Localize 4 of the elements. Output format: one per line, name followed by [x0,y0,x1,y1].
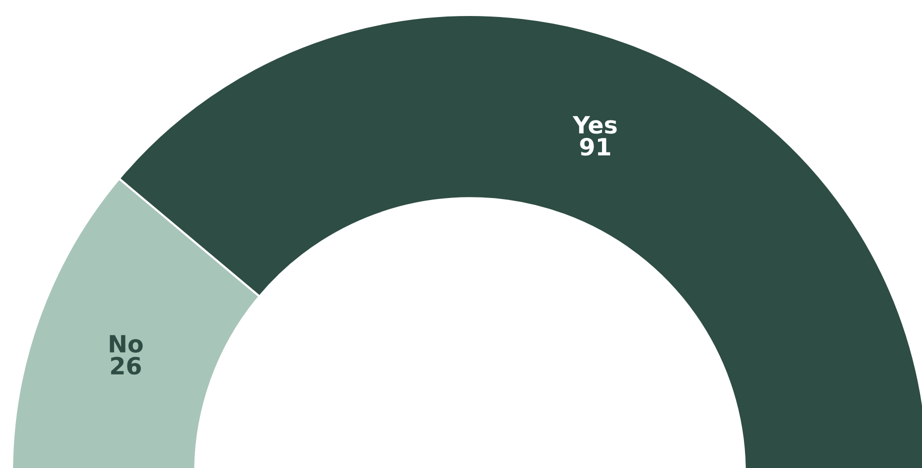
data-label: 91 [580,138,610,156]
data-label: 26 [111,356,141,375]
slice-label: Yes [572,116,617,134]
slice-label: No [110,335,143,353]
